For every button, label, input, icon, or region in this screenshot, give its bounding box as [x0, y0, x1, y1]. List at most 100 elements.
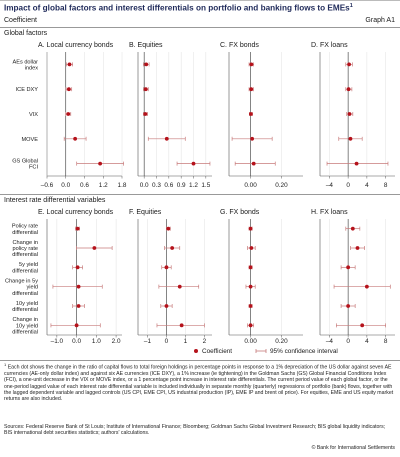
coefficient-point	[191, 161, 196, 166]
legend-label: 95% confidence interval	[270, 348, 338, 355]
category-label: 10y yield	[16, 323, 38, 329]
coefficient-point	[75, 226, 80, 231]
coefficient-point	[346, 265, 351, 270]
x-tick-label: 0	[346, 338, 350, 345]
category-label: FCI	[29, 165, 38, 171]
coefficient-point	[166, 226, 171, 231]
coefficient-point	[76, 284, 81, 289]
coefficient-point	[347, 112, 352, 116]
coefficient-point	[92, 246, 97, 250]
coefficient-point	[75, 265, 80, 270]
top-rule	[0, 0, 400, 1]
coefficient-point	[248, 226, 253, 231]
x-tick-label: 0.6	[80, 182, 89, 189]
panel-title: D. FX loans	[311, 42, 348, 49]
coefficient-point	[74, 323, 79, 328]
category-label: Change in	[12, 317, 38, 323]
category-label: differential	[12, 230, 38, 236]
category-label: differential	[12, 291, 38, 297]
coefficient-point	[66, 87, 71, 92]
x-tick-label: –4	[326, 182, 334, 189]
coefficient-point	[248, 304, 253, 308]
coefficient-point	[170, 246, 175, 250]
coefficient-point	[250, 136, 255, 141]
x-tick-label: 4	[365, 338, 369, 345]
x-tick-label: 1.0	[92, 338, 101, 345]
coefficient-point	[347, 62, 351, 67]
coefficient-point	[73, 136, 78, 141]
coefficient-point	[144, 62, 149, 67]
coefficient-point	[179, 323, 184, 328]
category-label: differential	[12, 330, 38, 336]
x-tick-label: 4	[365, 182, 369, 189]
coefficient-point	[248, 265, 253, 270]
coefficient-point	[143, 87, 148, 92]
category-label: 10y yield	[16, 301, 38, 307]
coefficient-point	[249, 246, 254, 250]
category-label: yield	[26, 285, 38, 291]
category-label: differential	[12, 307, 38, 313]
coefficient-point	[248, 284, 253, 289]
x-tick-label: –1.0	[51, 338, 64, 345]
category-label: Policy rate	[12, 224, 38, 230]
chart-canvas: A. Local currency bonds –0.6 0.0 0.6 1.2 1.8 A…	[5, 42, 395, 355]
x-tick-label: 0.3	[152, 182, 161, 189]
coefficient-point	[249, 87, 254, 92]
coefficient-point	[248, 112, 253, 116]
category-label: ICE DXY	[16, 87, 39, 93]
unit-label: Coefficient	[4, 17, 37, 24]
x-tick-label: 1.8	[118, 182, 127, 189]
graph-number: Graph A1	[365, 17, 395, 24]
x-tick-label: 0.00	[244, 338, 257, 345]
x-tick-label: –1	[144, 338, 152, 345]
x-tick-label: 0	[346, 182, 350, 189]
coefficient-point	[98, 161, 103, 166]
category-label: Change in	[12, 240, 38, 246]
x-tick-label: 1.2	[99, 182, 108, 189]
x-tick-label: 0.20	[275, 338, 288, 345]
x-tick-label: 1.5	[201, 182, 210, 189]
x-tick-label: 0.6	[164, 182, 173, 189]
x-tick-label: 1	[184, 338, 188, 345]
category-label: GS Global	[12, 159, 38, 165]
separator	[0, 27, 400, 28]
coefficient-point	[248, 323, 253, 328]
x-tick-label: 0	[165, 338, 169, 345]
separator	[0, 194, 400, 195]
coefficient-point	[364, 284, 369, 289]
coefficient-point	[251, 161, 256, 166]
category-label: index	[25, 66, 39, 72]
coefficient-point	[346, 87, 351, 92]
coefficient-point	[66, 112, 71, 116]
panel-title: E. Local currency bonds	[38, 209, 114, 216]
x-tick-label: 0.9	[177, 182, 186, 189]
copyright: © Bank for International Settlements	[311, 445, 395, 451]
x-tick-label: 0.0	[140, 182, 149, 189]
category-label: MOVE	[22, 137, 39, 143]
x-tick-label: 0.00	[244, 182, 257, 189]
coefficient-point	[76, 304, 81, 308]
footnote: 1 Each dot shows the change in the ratio…	[4, 362, 394, 403]
category-label: Change in 5y	[5, 278, 38, 284]
category-label: differential	[12, 268, 38, 274]
x-tick-label: –0.6	[41, 182, 54, 189]
x-tick-label: 8	[384, 182, 388, 189]
category-label: differential	[12, 252, 38, 258]
section-label-differentials: Interest rate differential variables	[4, 197, 106, 204]
separator	[0, 360, 400, 361]
x-tick-label: –4	[326, 338, 334, 345]
category-label: VIX	[29, 112, 38, 118]
legend-marker	[194, 349, 198, 353]
sources: Sources: Federal Reserve Bank of St Loui…	[4, 424, 386, 437]
x-tick-label: 0.0	[72, 338, 81, 345]
legend-label: Coefficient	[202, 348, 232, 355]
category-label: AEs dollar	[13, 59, 39, 65]
coefficient-point	[360, 323, 365, 328]
panel-title: B. Equities	[129, 42, 163, 49]
coefficient-point	[354, 161, 359, 166]
coefficient-point	[143, 112, 148, 116]
panel-title: G. FX bonds	[220, 209, 260, 216]
coefficient-point	[164, 265, 169, 270]
panel-title: A. Local currency bonds	[38, 42, 114, 49]
coefficient-point	[355, 246, 360, 250]
